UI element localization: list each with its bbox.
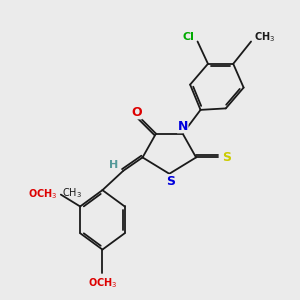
Text: CH$_3$: CH$_3$ <box>62 186 82 200</box>
Text: O: O <box>48 188 56 198</box>
Text: OCH$_3$: OCH$_3$ <box>88 276 117 290</box>
Text: S: S <box>222 151 231 164</box>
Text: CH$_3$: CH$_3$ <box>254 30 275 44</box>
Text: Cl: Cl <box>183 32 195 42</box>
Text: H: H <box>109 160 119 170</box>
Text: OCH$_3$: OCH$_3$ <box>28 188 58 202</box>
Text: S: S <box>166 175 175 188</box>
Text: O: O <box>131 106 142 119</box>
Text: N: N <box>178 120 188 133</box>
